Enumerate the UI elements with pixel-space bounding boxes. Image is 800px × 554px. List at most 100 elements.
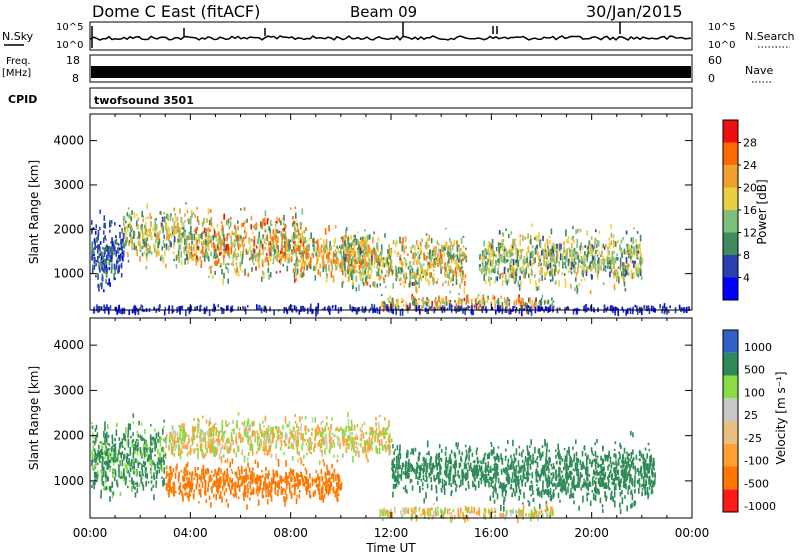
- velocity-cell: [212, 434, 214, 436]
- velocity-cell: [144, 429, 146, 434]
- power-cell: [479, 264, 481, 267]
- power-cell: [237, 220, 239, 224]
- power-cell: [544, 300, 546, 305]
- power-cell: [403, 304, 405, 307]
- velocity-cell: [229, 422, 231, 425]
- velocity-cell: [306, 426, 308, 431]
- velocity-scatter: [91, 412, 656, 523]
- velocity-cell: [204, 432, 206, 439]
- power-cell: [521, 255, 523, 259]
- power-cell: [209, 229, 211, 232]
- power-cell: [446, 244, 448, 248]
- power-cell: [309, 248, 311, 251]
- power-cell: [554, 245, 556, 251]
- velocity-cell: [97, 474, 99, 477]
- power-cell: [293, 247, 295, 251]
- power-cell: [611, 258, 613, 264]
- velocity-cell: [94, 454, 96, 457]
- power-cell: [302, 272, 304, 277]
- power-cell: [351, 249, 353, 252]
- power-cell: [115, 235, 117, 238]
- power-cell: [460, 248, 462, 252]
- power-cell: [109, 267, 111, 270]
- power-cell: [469, 306, 471, 308]
- power-cell: [531, 224, 533, 228]
- power-cell: [374, 260, 376, 266]
- power-cell: [632, 307, 634, 312]
- power-cell: [498, 298, 500, 304]
- power-cell: [174, 236, 176, 242]
- velocity-cell: [328, 427, 330, 431]
- velocity-cell: [151, 480, 153, 483]
- velocity-cell: [302, 435, 304, 439]
- power-cell: [295, 207, 297, 209]
- power-cell: [285, 246, 287, 251]
- power-cell: [423, 263, 425, 265]
- power-cell: [153, 244, 155, 248]
- power-cell: [444, 301, 446, 304]
- power-cell: [128, 224, 130, 228]
- velocity-cell: [116, 423, 118, 428]
- velocity-cell: [165, 442, 167, 449]
- power-cell: [314, 246, 316, 251]
- power-cell: [270, 233, 272, 240]
- velocity-cell: [156, 471, 158, 473]
- power-cell: [335, 225, 337, 228]
- velocity-cell: [211, 471, 213, 473]
- power-cell: [287, 249, 289, 251]
- power-cell: [405, 246, 407, 249]
- power-cell: [191, 241, 193, 245]
- power-cell: [611, 251, 613, 256]
- velocity-cell: [222, 430, 224, 434]
- noise-panel: N.Sky 10^5 10^0 10^5 10^0 N.Search: [2, 22, 795, 51]
- power-cell: [391, 259, 393, 264]
- power-cell: [268, 268, 270, 273]
- power-cell: [431, 306, 433, 308]
- power-cell: [203, 218, 205, 225]
- velocity-cell: [324, 429, 326, 431]
- velocity-cell: [321, 432, 323, 436]
- power-cell: [363, 240, 365, 247]
- power-cell: [143, 233, 145, 239]
- power-cell: [164, 216, 166, 222]
- power-cell: [265, 247, 267, 250]
- velocity-cell: [391, 438, 393, 443]
- power-cell: [161, 255, 163, 260]
- power-cell: [256, 246, 258, 248]
- velocity-cell: [212, 483, 214, 488]
- power-cell: [530, 252, 532, 258]
- freq-trace: [91, 66, 691, 78]
- power-cell: [636, 244, 638, 248]
- velocity-cell: [112, 470, 114, 472]
- power-cell: [479, 301, 481, 305]
- date-label: 30/Jan/2015: [586, 2, 683, 21]
- power-cell: [160, 211, 162, 215]
- power-cell: [489, 279, 491, 286]
- power-cell: [632, 260, 634, 262]
- velocity-cell: [351, 432, 353, 435]
- power-cell: [484, 254, 486, 261]
- velocity-cell: [356, 434, 358, 437]
- power-cell: [325, 228, 327, 235]
- velocity-cell: [289, 446, 291, 449]
- power-cell: [175, 220, 177, 224]
- power-cell: [621, 250, 623, 253]
- power-cell: [201, 260, 203, 264]
- power-cell: [398, 252, 400, 255]
- power-cell: [534, 274, 536, 278]
- velocity-cell: [244, 456, 246, 463]
- power-cell: [444, 266, 446, 270]
- power-cell: [617, 273, 619, 277]
- power-cell: [109, 246, 111, 251]
- velocity-cell: [389, 439, 391, 443]
- power-cell: [206, 306, 208, 311]
- beam-label: Beam 09: [350, 3, 417, 21]
- power-cell: [181, 217, 183, 223]
- velocity-cell: [348, 419, 350, 424]
- velocity-cell: [188, 435, 190, 438]
- velocity-cell: [93, 483, 95, 489]
- power-cell: [121, 228, 123, 234]
- velocity-cell: [337, 440, 339, 446]
- power-cell: [204, 256, 206, 262]
- power-cell: [613, 251, 615, 254]
